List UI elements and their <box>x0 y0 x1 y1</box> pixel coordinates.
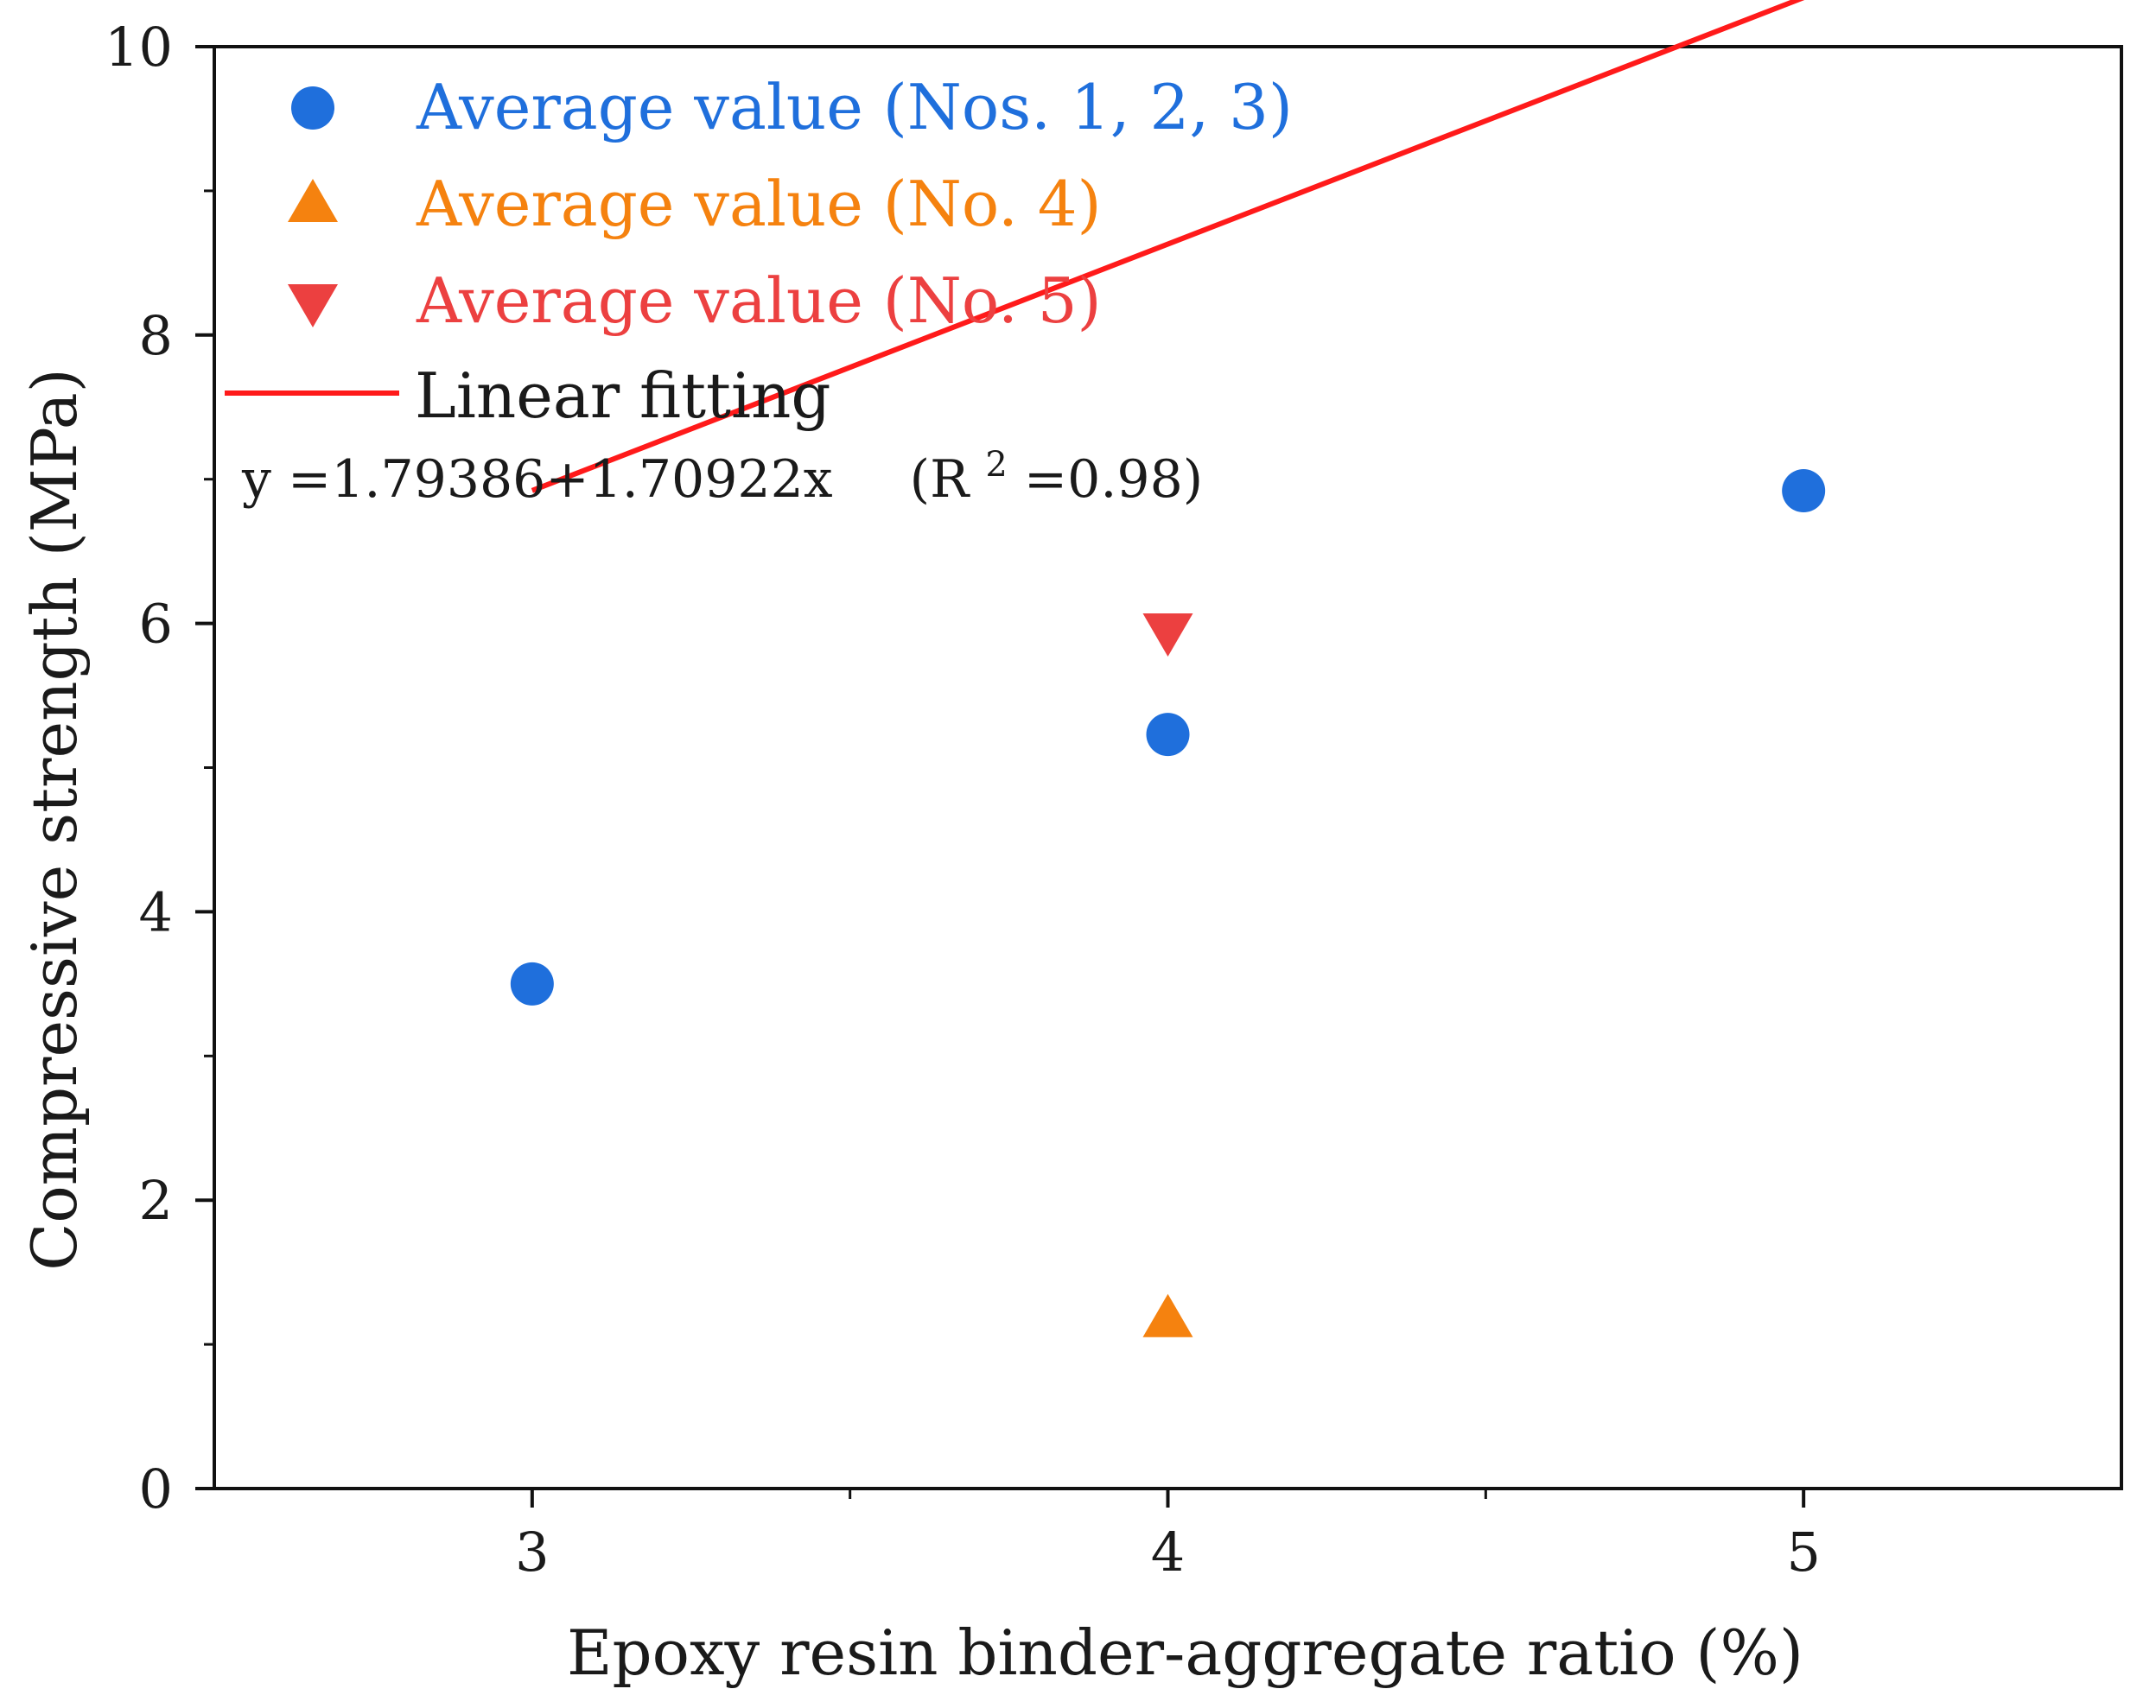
fit-equation-formula: y =1.79386+1.70922x <box>241 449 833 510</box>
y-tick-label-8: 8 <box>139 304 173 367</box>
fit-equation: y =1.79386+1.70922x (R 2 =0.98) <box>241 429 1203 510</box>
point-s0-0 <box>510 962 554 1006</box>
plot-frame <box>213 45 2123 1490</box>
legend: Average value (Nos. 1, 2, 3) Average valu… <box>225 71 1293 432</box>
y-tick-label-10: 10 <box>105 16 173 79</box>
y-axis-title: Compressive strength (MPa) <box>18 368 91 1271</box>
x-tick-label-3: 3 <box>515 1521 549 1584</box>
y-tick-label-6: 6 <box>139 593 173 656</box>
legend-marker-1 <box>288 179 338 222</box>
point-s2-0 <box>1142 613 1193 657</box>
fit-line <box>531 0 1805 493</box>
legend-label-fit: Linear fitting <box>415 359 830 432</box>
axes <box>213 45 2123 1490</box>
legend-marker-0 <box>291 86 334 130</box>
legend-label-1: Average value (No. 4) <box>416 168 1102 240</box>
fit-r2-superscript: 2 <box>985 445 1007 485</box>
x-tick-label-5: 5 <box>1786 1521 1820 1584</box>
ticks: 3 4 5 0 2 4 6 8 10 <box>105 16 1821 1584</box>
y-tick-label-4: 4 <box>139 880 173 943</box>
data-marks <box>510 469 1826 1337</box>
y-tick-label-2: 2 <box>139 1169 173 1232</box>
fit-line-group <box>531 0 1805 493</box>
y-tick-label-0: 0 <box>139 1457 173 1521</box>
x-tick-label-4: 4 <box>1151 1521 1185 1584</box>
legend-label-0: Average value (Nos. 1, 2, 3) <box>416 71 1293 143</box>
fit-r2-prefix: (R <box>910 449 970 510</box>
legend-label-2: Average value (No. 5) <box>416 264 1102 337</box>
x-axis-title: Epoxy resin binder-aggregate ratio (%) <box>567 1616 1803 1689</box>
fit-r2-suffix: =0.98) <box>1024 449 1203 510</box>
point-s0-1 <box>1146 713 1190 757</box>
point-s1-0 <box>1142 1293 1193 1337</box>
legend-marker-2 <box>288 284 338 327</box>
point-s0-2 <box>1782 469 1826 513</box>
